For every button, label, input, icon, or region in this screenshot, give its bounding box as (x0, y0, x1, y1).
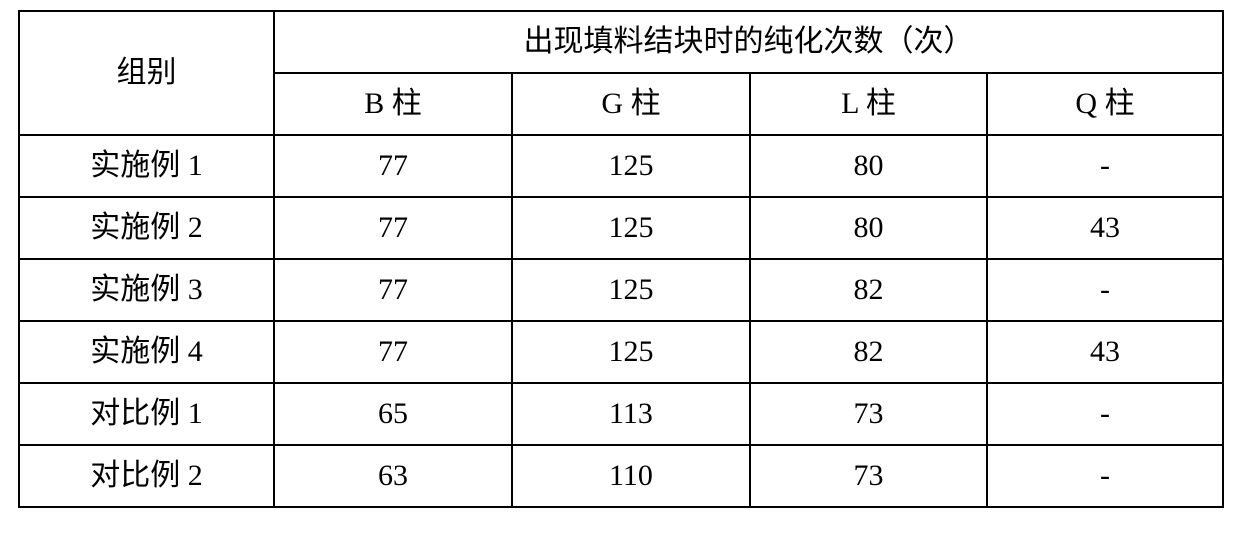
data-table: 组别 出现填料结块时的纯化次数（次） B 柱 G 柱 L 柱 Q 柱 实施例 1… (18, 10, 1224, 508)
cell-value: 73 (750, 445, 987, 507)
header-spanning-label: 出现填料结块时的纯化次数（次） (274, 11, 1223, 73)
row-label: 对比例 1 (19, 383, 274, 445)
col-header-l: L 柱 (750, 73, 987, 135)
cell-value: 77 (274, 197, 512, 259)
table-container: 组别 出现填料结块时的纯化次数（次） B 柱 G 柱 L 柱 Q 柱 实施例 1… (0, 0, 1240, 546)
cell-value: 43 (987, 197, 1223, 259)
table-row: 对比例 2 63 110 73 - (19, 445, 1223, 507)
cell-value: 113 (512, 383, 750, 445)
cell-value: 65 (274, 383, 512, 445)
row-label: 实施例 4 (19, 321, 274, 383)
cell-value: 125 (512, 259, 750, 321)
cell-value: 82 (750, 259, 987, 321)
header-group-label: 组别 (19, 11, 274, 135)
cell-value: 77 (274, 259, 512, 321)
cell-value: - (987, 445, 1223, 507)
col-header-q: Q 柱 (987, 73, 1223, 135)
row-label: 实施例 2 (19, 197, 274, 259)
table-row: 实施例 3 77 125 82 - (19, 259, 1223, 321)
cell-value: - (987, 259, 1223, 321)
col-header-b: B 柱 (274, 73, 512, 135)
cell-value: 125 (512, 321, 750, 383)
table-row: 对比例 1 65 113 73 - (19, 383, 1223, 445)
table-row: 实施例 2 77 125 80 43 (19, 197, 1223, 259)
cell-value: 63 (274, 445, 512, 507)
row-label: 对比例 2 (19, 445, 274, 507)
cell-value: 43 (987, 321, 1223, 383)
row-label: 实施例 1 (19, 135, 274, 197)
cell-value: 80 (750, 135, 987, 197)
cell-value: 77 (274, 135, 512, 197)
cell-value: 80 (750, 197, 987, 259)
cell-value: 82 (750, 321, 987, 383)
table-row: 实施例 1 77 125 80 - (19, 135, 1223, 197)
cell-value: - (987, 135, 1223, 197)
col-header-g: G 柱 (512, 73, 750, 135)
cell-value: 110 (512, 445, 750, 507)
cell-value: 77 (274, 321, 512, 383)
table-row: 实施例 4 77 125 82 43 (19, 321, 1223, 383)
row-label: 实施例 3 (19, 259, 274, 321)
cell-value: 73 (750, 383, 987, 445)
cell-value: 125 (512, 135, 750, 197)
table-header-row: 组别 出现填料结块时的纯化次数（次） (19, 11, 1223, 73)
cell-value: - (987, 383, 1223, 445)
cell-value: 125 (512, 197, 750, 259)
